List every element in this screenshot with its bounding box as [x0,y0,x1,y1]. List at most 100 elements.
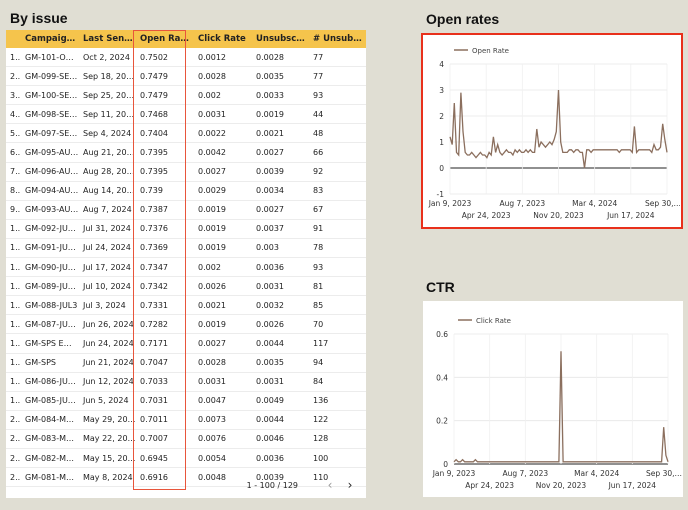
cell-last-sent: Sep 11, 2024 [79,104,136,125]
cell-unsubscribe-rate: 0.0028 [252,48,309,68]
column-header-campaign[interactable]: Campaig… [21,30,79,48]
x-tick-label: Jan 9, 2023 [428,199,472,208]
x-tick-label: Mar 4, 2024 [572,199,617,208]
y-tick-label: 3 [439,86,444,95]
column-header-unsubscribes[interactable]: # Unsub… [309,30,366,48]
cell-unsubscribes: 77 [309,48,366,68]
legend-label: Click Rate [476,317,511,325]
cell-row-index: 1.. [6,333,21,354]
cell-last-sent: Jun 5, 2024 [79,391,136,411]
table-row[interactable]: 1.. GM-087-JU… Jun 26, 2024 0.7282 0.0019 0.0… [6,314,366,335]
x-tick-label: Aug 7, 2023 [500,199,546,208]
cell-campaign: GM-097-SE… [21,123,79,144]
table-row[interactable]: 1.. GM-089-JU… Jul 10, 2024 0.7342 0.0026 0.0… [6,276,366,297]
cell-unsubscribe-rate: 0.0034 [252,181,309,201]
table-header-row: Campaig… Last Sen… Open Ra… Click Rate Unsub… [6,30,366,48]
cell-unsubscribes: 91 [309,219,366,239]
table-row[interactable]: 1.. GM-088-JUL3 Jul 3, 2024 0.7331 0.0021 0.0… [6,295,366,316]
cell-unsubscribes: 81 [309,276,366,297]
cell-click-rate: 0.0031 [194,104,252,125]
table-row[interactable]: 1.. GM-090-JU… Jul 17, 2024 0.7347 0.002 0.00… [6,257,366,278]
cell-click-rate: 0.0019 [194,238,252,259]
y-tick-label: 2 [439,112,444,121]
cell-campaign: GM-090-JU… [21,257,79,278]
cell-last-sent: Sep 25, 2024 [79,85,136,106]
column-header-unsubscribe-rate[interactable]: Unsubsc… [252,30,309,48]
cell-row-index: 1.. [6,391,21,411]
cell-unsubscribe-rate: 0.0021 [252,123,309,144]
column-header-open-rate[interactable]: Open Ra… [136,30,194,48]
cell-campaign: GM-091-JU… [21,238,79,259]
cell-unsubscribe-rate: 0.0027 [252,142,309,163]
table-row[interactable]: 4.. GM-098-SE… Sep 11, 2024 0.7468 0.0031 0.0… [6,104,366,125]
table-row[interactable]: 8.. GM-094-AU… Aug 14, 2024 0.739 0.0029 0.00… [6,181,366,201]
cell-click-rate: 0.0054 [194,448,252,469]
table-row[interactable]: 3.. GM-100-SE… Sep 25, 2024 0.7479 0.002 0.00… [6,85,366,106]
table-row[interactable]: 1.. GM-085-JU… Jun 5, 2024 0.7031 0.0047 0.00… [6,391,366,411]
cell-open-rate: 0.739 [136,181,194,201]
cell-unsubscribe-rate: 0.0035 [252,66,309,87]
table-row[interactable]: 9.. GM-093-AU… Aug 7, 2024 0.7387 0.0019 0.00… [6,200,366,220]
cell-campaign: GM-088-JUL3 [21,295,79,316]
cell-open-rate: 0.7395 [136,142,194,163]
table-row[interactable]: 5.. GM-097-SE… Sep 4, 2024 0.7404 0.0022 0.00… [6,123,366,144]
cell-click-rate: 0.0076 [194,429,252,449]
x-tick-label: Sep 30,… [646,469,682,478]
cell-last-sent: May 8, 2024 [79,467,136,488]
cell-open-rate: 0.7331 [136,295,194,316]
cell-click-rate: 0.002 [194,85,252,106]
cell-unsubscribe-rate: 0.0031 [252,276,309,297]
cell-click-rate: 0.0019 [194,314,252,335]
table-row[interactable]: 7.. GM-096-AU… Aug 28, 2024 0.7395 0.0027 0.0… [6,162,366,182]
table-row[interactable]: 2.. GM-081-M… May 8, 2024 0.6916 0.0048 0.003… [6,467,366,488]
cell-unsubscribe-rate: 0.003 [252,238,309,259]
table-row[interactable]: 2.. GM-099-SE… Sep 18, 2024 0.7479 0.0028 0.0… [6,66,366,87]
cell-campaign: GM-086-JU… [21,372,79,392]
table-row[interactable]: 6.. GM-095-AU… Aug 21, 2024 0.7395 0.0042 0.0… [6,142,366,163]
cell-open-rate: 0.7047 [136,353,194,373]
issues-table-panel: Campaig… Last Sen… Open Ra… Click Rate Unsub… [6,30,366,498]
table-row[interactable]: 1.. GM-SPS Jun 21, 2024 0.7047 0.0028 0.0035 9… [6,353,366,373]
cell-open-rate: 0.7342 [136,276,194,297]
cell-row-index: 1.. [6,219,21,239]
cell-campaign: GM-085-JU… [21,391,79,411]
chevron-left-icon[interactable]: ‹ [327,478,333,492]
cell-row-index: 1.. [6,257,21,278]
column-header-click-rate[interactable]: Click Rate [194,30,252,48]
cell-last-sent: Aug 21, 2024 [79,142,136,163]
table-row[interactable]: 2.. GM-082-M… May 15, 2024 0.6945 0.0054 0.00… [6,448,366,469]
table-row[interactable]: 1.. GM-SPS Em… Jun 24, 2024 0.7171 0.0027 0.0… [6,333,366,354]
column-header-last-sent[interactable]: Last Sen… [79,30,136,48]
cell-click-rate: 0.0026 [194,276,252,297]
cell-last-sent: Aug 14, 2024 [79,181,136,201]
y-tick-label: 1 [439,138,444,147]
cell-unsubscribes: 48 [309,123,366,144]
table-row[interactable]: 1.. GM-086-JU… Jun 12, 2024 0.7033 0.0031 0.0… [6,372,366,392]
table-body: 1.. GM-101-O… Oct 2, 2024 0.7502 0.0012 0.002… [6,48,366,488]
cell-open-rate: 0.7033 [136,372,194,392]
table-row[interactable]: 2.. GM-084-M… May 29, 2024 0.7011 0.0073 0.00… [6,410,366,430]
table-row[interactable]: 1.. GM-101-O… Oct 2, 2024 0.7502 0.0012 0.002… [6,48,366,68]
cell-unsubscribe-rate: 0.0036 [252,257,309,278]
cell-row-index: 1.. [6,48,21,68]
cell-open-rate: 0.6945 [136,448,194,469]
cell-campaign: GM-081-M… [21,467,79,488]
cell-open-rate: 0.7011 [136,410,194,430]
cell-open-rate: 0.7479 [136,66,194,87]
cell-campaign: GM-100-SE… [21,85,79,106]
cell-campaign: GM-087-JU… [21,314,79,335]
cell-unsubscribe-rate: 0.0039 [252,467,309,488]
column-header-row-index[interactable] [6,30,21,48]
table-row[interactable]: 2.. GM-083-M… May 22, 2024 0.7007 0.0076 0.00… [6,429,366,449]
cell-open-rate: 0.7347 [136,257,194,278]
cell-click-rate: 0.0021 [194,295,252,316]
cell-campaign: GM-083-M… [21,429,79,449]
cell-campaign: GM-093-AU… [21,200,79,220]
table-row[interactable]: 1.. GM-091-JU… Jul 24, 2024 0.7369 0.0019 0.0… [6,238,366,259]
x-tick-label: Jun 17, 2024 [606,211,655,220]
table-row[interactable]: 1.. GM-092-JU… Jul 31, 2024 0.7376 0.0019 0.0… [6,219,366,239]
cell-click-rate: 0.0047 [194,391,252,411]
chevron-right-icon[interactable]: › [347,478,353,492]
cell-last-sent: Aug 7, 2024 [79,200,136,220]
